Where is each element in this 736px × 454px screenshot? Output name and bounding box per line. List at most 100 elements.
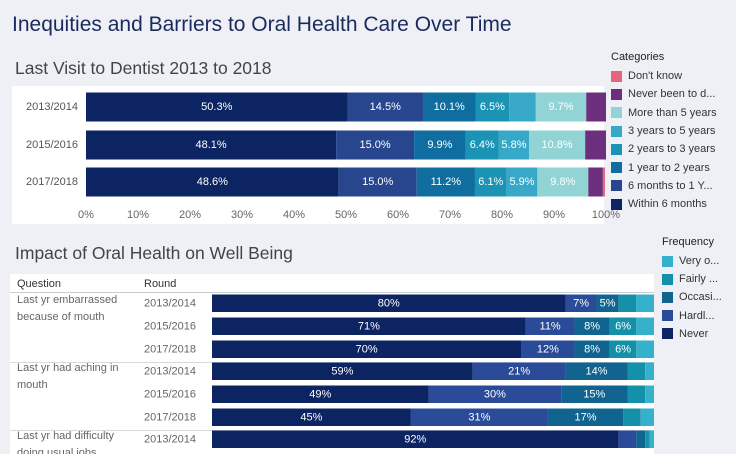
bar-segment[interactable] <box>623 408 641 427</box>
bar-segment[interactable] <box>86 92 348 122</box>
x-tick-label: 100% <box>592 209 620 221</box>
bar-label: 15% <box>583 388 605 400</box>
x-tick-label: 40% <box>283 209 305 221</box>
bar-segment[interactable] <box>498 130 530 160</box>
bar-segment[interactable] <box>410 408 548 427</box>
bar-segment[interactable] <box>636 317 654 336</box>
bar-segment[interactable] <box>212 317 526 336</box>
column-header-round: Round <box>144 278 176 290</box>
bar-segment[interactable] <box>212 430 619 449</box>
bar-segment[interactable] <box>212 385 429 404</box>
bar-segment[interactable] <box>416 167 475 197</box>
bar-segment[interactable] <box>596 294 619 313</box>
bar-segment[interactable] <box>565 362 628 381</box>
bar-segment[interactable] <box>428 385 562 404</box>
bar-label: 9.7% <box>548 101 573 113</box>
bar-label: 31% <box>468 411 490 423</box>
legend-item[interactable]: 6 months to 1 Y... <box>611 177 717 195</box>
bar-segment[interactable] <box>640 408 654 427</box>
legend-item[interactable]: Don't know <box>611 67 717 85</box>
bar-segment[interactable] <box>574 317 610 336</box>
chart-2-panel: Question Round Last yr embarrassed because … <box>10 274 654 454</box>
x-tick-label: 70% <box>439 209 461 221</box>
bar-segment[interactable] <box>529 130 586 160</box>
bar-segment[interactable] <box>338 167 417 197</box>
bar-segment[interactable] <box>574 340 610 359</box>
bar-segment[interactable] <box>609 317 637 336</box>
legend-swatch <box>662 273 673 285</box>
bar-segment[interactable] <box>618 294 637 313</box>
chart-1-title: Last Visit to Dentist 2013 to 2018 <box>15 58 272 78</box>
bar-label: 10.8% <box>542 139 573 151</box>
bar-segment[interactable] <box>586 92 606 122</box>
bar-segment[interactable] <box>602 167 605 197</box>
bar-segment[interactable] <box>509 92 536 122</box>
page-title: Inequities and Barriers to Oral Health C… <box>12 13 512 36</box>
bar-segment[interactable] <box>565 294 597 313</box>
legend-label: 2 years to 3 years <box>628 143 716 156</box>
legend-item[interactable]: 1 year to 2 years <box>611 158 717 176</box>
bar-segment[interactable] <box>585 130 606 160</box>
bar-label: 6% <box>615 343 631 355</box>
bar-segment[interactable] <box>474 167 507 197</box>
bar-segment[interactable] <box>609 340 637 359</box>
row-label: 2015/2016 <box>26 139 78 151</box>
legend-item[interactable]: More than 5 years <box>611 104 717 122</box>
bar-segment[interactable] <box>506 167 538 197</box>
legend-item[interactable]: 3 years to 5 years <box>611 122 717 140</box>
bar-segment[interactable] <box>212 408 411 427</box>
bar-segment[interactable] <box>465 130 499 160</box>
bar-label: 45% <box>300 411 322 423</box>
bar-segment[interactable] <box>561 385 628 404</box>
legend-label: Occasi... <box>679 291 722 304</box>
bar-label: 59% <box>331 365 353 377</box>
bar-segment[interactable] <box>547 408 624 427</box>
legend-item[interactable]: Very o... <box>662 252 722 270</box>
bar-segment[interactable] <box>627 385 646 404</box>
bar-segment[interactable] <box>525 317 575 336</box>
bar-segment[interactable] <box>414 130 466 160</box>
bar-segment[interactable] <box>537 167 589 197</box>
x-tick-label: 0% <box>78 209 94 221</box>
bar-label: 80% <box>378 297 400 309</box>
bar-segment[interactable] <box>636 294 654 313</box>
bar-segment[interactable] <box>535 92 587 122</box>
bar-segment[interactable] <box>212 294 566 313</box>
bar-segment[interactable] <box>645 385 654 404</box>
bar-label: 15.0% <box>360 139 391 151</box>
bar-segment[interactable] <box>212 340 522 359</box>
legend-swatch <box>611 70 622 82</box>
bar-segment[interactable] <box>86 130 337 160</box>
bar-label: 6.5% <box>480 101 505 113</box>
legend-item[interactable]: Hardl... <box>662 307 722 325</box>
legend-swatch <box>611 125 622 137</box>
bar-segment[interactable] <box>86 167 339 197</box>
legend-item[interactable]: Occasi... <box>662 288 722 306</box>
bar-segment[interactable] <box>636 430 646 449</box>
bar-segment[interactable] <box>347 92 423 122</box>
legend-item[interactable]: Within 6 months <box>611 195 717 213</box>
bar-label: 5% <box>600 297 616 309</box>
round-label: 2017/2018 <box>144 343 196 355</box>
legend-item[interactable]: Fairly ... <box>662 270 722 288</box>
bar-segment[interactable] <box>645 362 654 381</box>
bar-segment[interactable] <box>588 167 603 197</box>
bar-segment[interactable] <box>472 362 566 381</box>
bar-segment[interactable] <box>422 92 476 122</box>
bar-segment[interactable] <box>521 340 575 359</box>
bar-segment[interactable] <box>212 362 473 381</box>
bar-segment[interactable] <box>649 430 654 449</box>
dentist-visit-chart: 2013/2014 50.3% 14.5% 10.1% 6.5% 9.7% 2015/201… <box>26 92 620 221</box>
bar-label: 17% <box>574 411 596 423</box>
legend-item[interactable]: Never <box>662 325 722 343</box>
bar-segment[interactable] <box>475 92 510 122</box>
bar-segment[interactable] <box>627 362 646 381</box>
bar-segment[interactable] <box>636 340 654 359</box>
bar-label: 14% <box>586 365 608 377</box>
bar-label: 15.0% <box>362 176 393 188</box>
bar-segment[interactable] <box>618 430 637 449</box>
bar-segment[interactable] <box>336 130 415 160</box>
legend-item[interactable]: 2 years to 3 years <box>611 140 717 158</box>
bar-segment[interactable] <box>645 430 650 449</box>
legend-item[interactable]: Never been to d... <box>611 85 717 103</box>
